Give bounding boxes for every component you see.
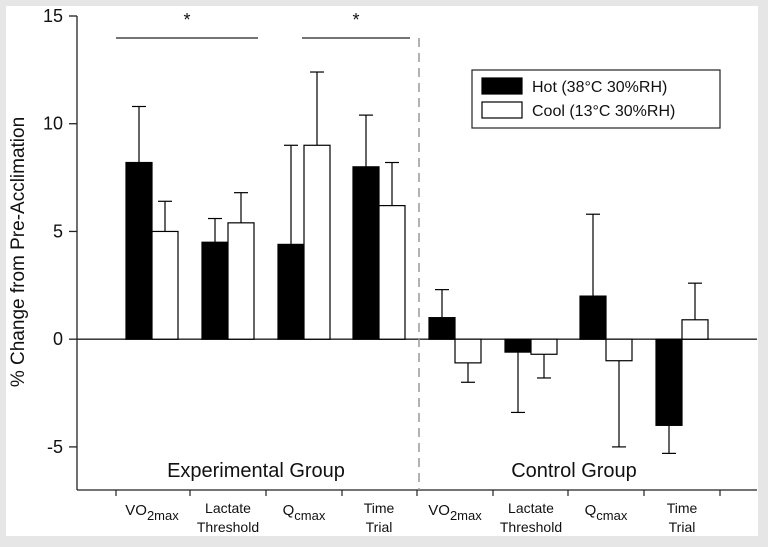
- x-tick-label: Threshold: [197, 519, 259, 535]
- bar: [428, 317, 456, 340]
- x-tick-label: Time: [667, 500, 698, 516]
- bar: [378, 205, 406, 340]
- x-tick-label: Qcmax: [585, 502, 628, 523]
- bar: [151, 230, 179, 340]
- y-tick-label: 10: [43, 114, 63, 134]
- legend-swatch: [481, 101, 523, 119]
- legend-label: Hot (38°C 30%RH): [532, 79, 667, 96]
- bar: [605, 338, 633, 362]
- x-tick-label: Trial: [669, 519, 696, 535]
- x-tick-label: Time: [364, 500, 395, 516]
- bar: [504, 338, 532, 353]
- x-tick-label: Lactate: [205, 500, 251, 516]
- chart-marks: -5 0 5 10 15 VO2max Lactate Threshold Qcmax Time T…: [43, 6, 757, 535]
- bar: [125, 161, 153, 340]
- y-tick-label: 5: [53, 221, 63, 241]
- y-tick-label: -5: [47, 437, 63, 457]
- x-tick-label: Threshold: [500, 519, 562, 535]
- bar: [530, 338, 558, 355]
- bar: [579, 295, 607, 340]
- y-tick-label: 15: [43, 6, 63, 26]
- bar: [277, 243, 305, 340]
- x-tick-label: VO2max: [428, 502, 482, 523]
- significance-marker: *: [352, 10, 359, 30]
- y-tick-label: 0: [53, 329, 63, 349]
- bar: [655, 338, 683, 426]
- x-tick-label: Trial: [366, 519, 393, 535]
- group-label: Experimental Group: [167, 460, 345, 482]
- bar: [681, 319, 709, 340]
- significance-marker: *: [183, 10, 190, 30]
- x-tick-label: Lactate: [508, 500, 554, 516]
- group-label: Control Group: [511, 460, 637, 482]
- x-tick-label: Qcmax: [283, 502, 326, 523]
- bar: [227, 222, 255, 340]
- y-axis-label: % Change from Pre-Acclimation: [8, 117, 29, 387]
- legend-swatch: [481, 77, 523, 95]
- legend-label: Cool (13°C 30%RH): [532, 103, 675, 120]
- bar: [352, 166, 380, 340]
- x-tick-label: VO2max: [125, 502, 179, 523]
- bar: [201, 241, 229, 340]
- bar: [454, 338, 482, 364]
- bar: [303, 144, 331, 340]
